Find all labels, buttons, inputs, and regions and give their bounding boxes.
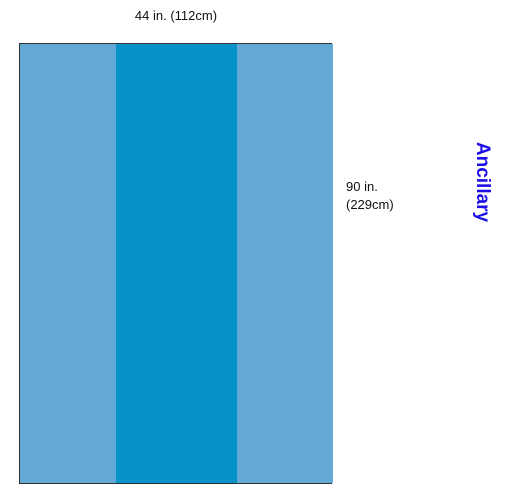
length-dimension-label: 90 in. (229cm) bbox=[346, 178, 394, 214]
right-side-panel bbox=[237, 44, 333, 483]
length-centimeters: (229cm) bbox=[346, 197, 394, 212]
width-dimension-label: 44 in. (112cm) bbox=[134, 8, 218, 23]
length-inches: 90 in. bbox=[346, 179, 378, 194]
category-label: Ancillary bbox=[472, 141, 493, 223]
left-side-panel bbox=[20, 44, 116, 483]
center-panel bbox=[116, 44, 237, 483]
drape-diagram bbox=[19, 43, 333, 484]
